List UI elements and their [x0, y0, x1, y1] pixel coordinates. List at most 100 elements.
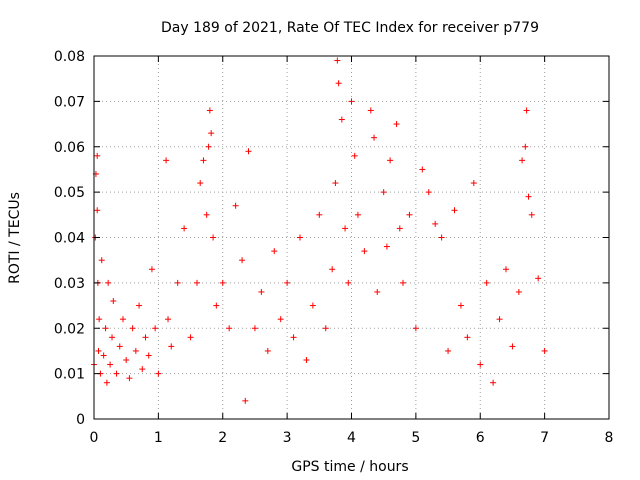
data-point [342, 225, 349, 232]
data-point [522, 143, 529, 150]
data-point [519, 157, 526, 164]
data-point [210, 234, 217, 241]
data-point [197, 180, 204, 187]
data-point [232, 202, 239, 209]
data-point [490, 379, 497, 386]
data-point [94, 207, 101, 214]
data-point [332, 180, 339, 187]
data-point [194, 279, 200, 286]
data-point [438, 234, 445, 241]
data-point [145, 352, 152, 359]
data-point [203, 211, 210, 218]
data-point [239, 257, 246, 264]
data-point [219, 279, 226, 286]
data-point [412, 325, 419, 332]
data-point [174, 279, 181, 286]
x-tick-label: 4 [347, 430, 356, 446]
data-point [107, 361, 114, 368]
data-point [258, 288, 265, 295]
x-tick-label: 0 [90, 430, 99, 446]
x-tick-label: 8 [605, 430, 614, 446]
x-tick-label: 3 [283, 430, 292, 446]
data-point [155, 370, 162, 377]
data-point [316, 211, 323, 218]
data-point [105, 279, 112, 286]
x-tick-label: 7 [540, 430, 549, 446]
data-point [525, 193, 532, 200]
data-point [335, 80, 342, 87]
y-axis-label: ROTI / TECUs [7, 192, 23, 284]
data-point [148, 266, 155, 273]
data-point [535, 275, 542, 282]
data-point [432, 220, 439, 227]
data-point [100, 352, 107, 359]
data-point [264, 347, 271, 354]
data-point [163, 157, 170, 164]
data-point [290, 334, 297, 341]
data-point [205, 143, 212, 150]
data-point [251, 325, 258, 332]
plot-frame [93, 55, 610, 420]
data-point [123, 357, 130, 364]
data-point [95, 347, 102, 354]
data-point [110, 298, 117, 305]
data-point [419, 166, 426, 173]
data-point [541, 347, 548, 354]
y-tick-label: 0.07 [54, 94, 85, 110]
data-point [329, 266, 336, 273]
x-tick-label: 5 [411, 430, 420, 446]
data-point [152, 325, 159, 332]
data-point [470, 180, 477, 187]
y-tick-label: 0.03 [54, 276, 85, 292]
data-point [181, 225, 188, 232]
data-point [126, 375, 133, 382]
data-point [515, 288, 522, 295]
data-point [132, 347, 139, 354]
data-point [142, 334, 149, 341]
data-point [136, 302, 143, 309]
data-point [338, 116, 345, 123]
data-point [119, 316, 126, 323]
data-point [383, 243, 390, 250]
data-point [245, 148, 252, 155]
data-point [523, 107, 530, 114]
y-tick-label: 0.01 [54, 367, 85, 383]
y-tick-label: 0.02 [54, 321, 85, 337]
data-point [116, 343, 123, 350]
data-point [96, 316, 103, 323]
data-point [271, 248, 278, 255]
data-point [477, 361, 484, 368]
data-point [168, 343, 175, 350]
data-point [374, 288, 381, 295]
data-point [367, 107, 374, 114]
data-point [483, 279, 490, 286]
data-point [284, 279, 291, 286]
data-point [113, 370, 120, 377]
data-point [103, 379, 110, 386]
x-tick-label: 2 [218, 430, 227, 446]
data-point [303, 357, 310, 364]
y-tick-label: 0.04 [54, 231, 85, 247]
data-point [351, 152, 358, 159]
data-point [348, 98, 355, 105]
data-point [445, 347, 452, 354]
data-point [345, 279, 352, 286]
data-point [396, 225, 403, 232]
data-point [393, 121, 400, 128]
data-point [98, 257, 105, 264]
data-point [464, 334, 471, 341]
data-point [457, 302, 464, 309]
data-point [109, 334, 116, 341]
y-tick-label: 0.06 [54, 140, 85, 156]
grid-layer [94, 56, 609, 419]
chart-title: Day 189 of 2021, Rate Of TEC Index for r… [161, 20, 539, 36]
y-tick-label: 0.05 [54, 185, 85, 201]
data-point [354, 211, 361, 218]
data-point [496, 316, 503, 323]
data-point [451, 207, 458, 214]
data-point [425, 189, 432, 196]
data-point [406, 211, 413, 218]
data-point [503, 266, 509, 273]
y-tick-label: 0.08 [54, 49, 85, 65]
